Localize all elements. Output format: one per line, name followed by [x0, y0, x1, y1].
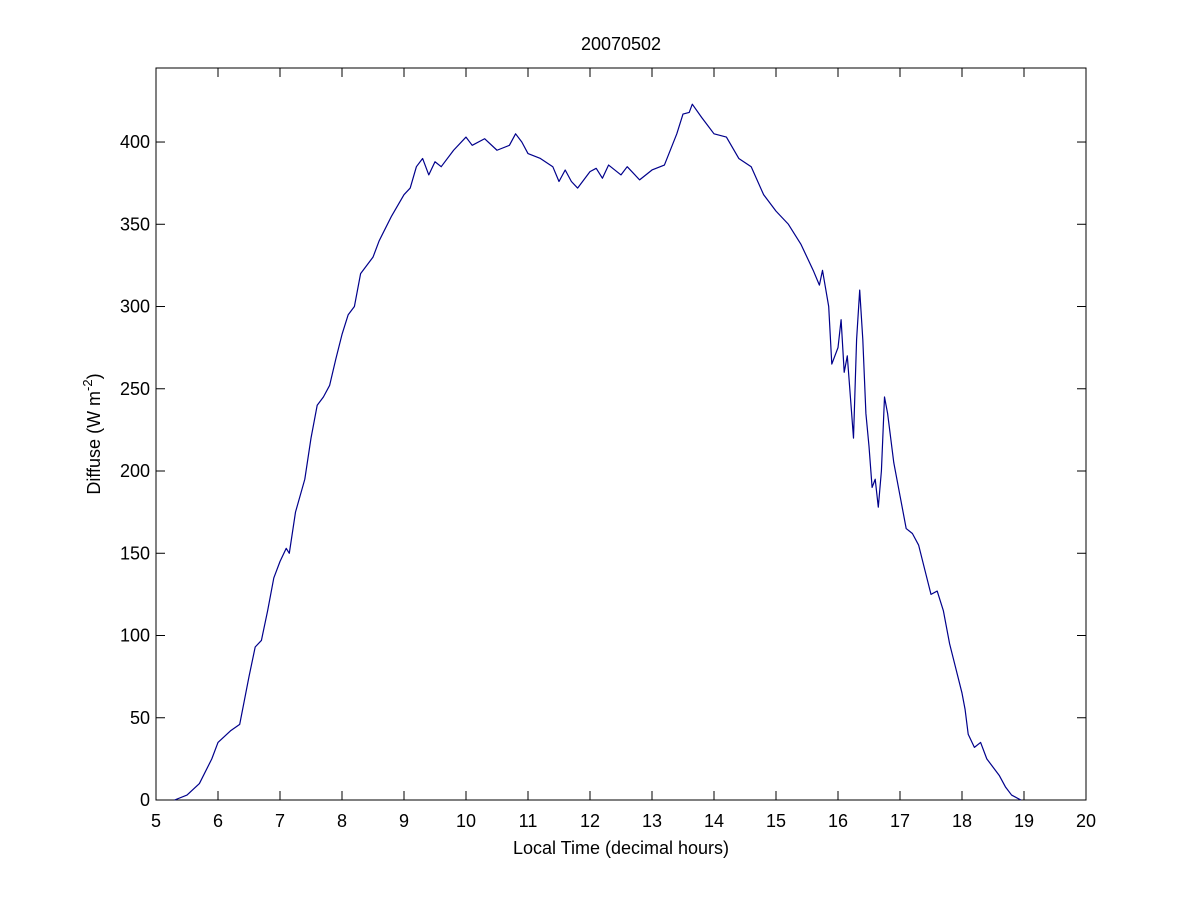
- y-tick-label: 150: [120, 543, 150, 563]
- x-tick-label: 7: [275, 811, 285, 831]
- y-label-suffix: ): [84, 373, 104, 379]
- y-axis-label: Diffuse (W m-2): [80, 373, 104, 494]
- x-tick-label: 9: [399, 811, 409, 831]
- x-tick-label: 10: [456, 811, 476, 831]
- x-tick-label: 5: [151, 811, 161, 831]
- x-tick-label: 6: [213, 811, 223, 831]
- x-tick-label: 8: [337, 811, 347, 831]
- plot-frame: [155, 67, 1087, 801]
- x-tick-label: 11: [519, 811, 538, 831]
- x-tick-label: 14: [704, 811, 724, 831]
- x-tick-label: 12: [580, 811, 600, 831]
- data-line: [174, 103, 1022, 801]
- y-tick-label: 0: [140, 790, 150, 810]
- x-axis-label: Local Time (decimal hours): [513, 838, 729, 858]
- x-tick-label: 13: [642, 811, 662, 831]
- x-tick-label: 18: [952, 811, 972, 831]
- y-tick-label: 100: [120, 626, 150, 646]
- x-tick-label: 16: [828, 811, 848, 831]
- x-tick-label: 15: [766, 811, 786, 831]
- y-tick-label: 250: [120, 379, 150, 399]
- x-tick-label: 19: [1014, 811, 1034, 831]
- x-tick-label: 17: [890, 811, 910, 831]
- y-tick-label: 50: [130, 708, 150, 728]
- x-tick-label: 20: [1076, 811, 1096, 831]
- y-tick-label: 400: [120, 132, 150, 152]
- y-tick-label: 200: [120, 461, 150, 481]
- y-tick-label: 300: [120, 297, 150, 317]
- y-label-text: Diffuse (W m: [84, 391, 104, 495]
- chart-title: 20070502: [581, 34, 661, 54]
- y-label-superscript: -2: [80, 379, 95, 391]
- y-tick-label: 350: [120, 214, 150, 234]
